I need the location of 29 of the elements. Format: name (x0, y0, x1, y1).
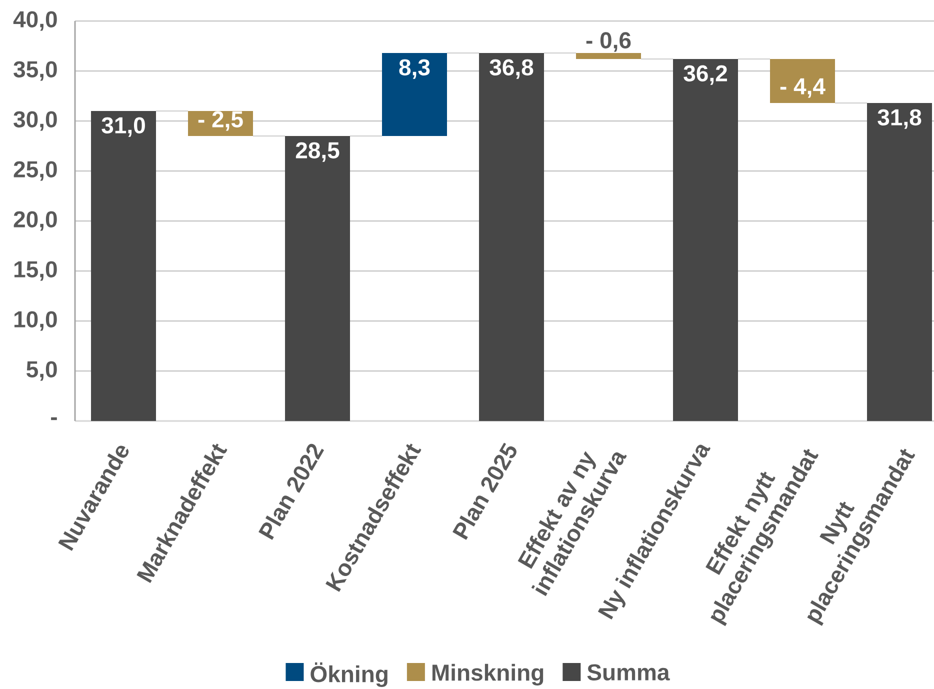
legend-label: Minskning (432, 664, 544, 686)
data-label: 31,0 (102, 117, 145, 137)
y-tick-label: 15,0 (14, 261, 57, 281)
legend-label: Ökning (310, 662, 388, 687)
y-tick-label: - (51, 417, 57, 420)
data-label: 8,3 (399, 59, 430, 79)
data-label: - 2,5 (198, 111, 243, 131)
legend-label: Summa (587, 664, 670, 681)
y-tick-label: 10,0 (14, 311, 57, 331)
data-label: 31,8 (878, 109, 922, 129)
y-tick-label: 5,0 (26, 361, 57, 381)
data-label: 36,2 (684, 65, 727, 85)
bar (479, 53, 544, 421)
y-tick-label: 20,0 (14, 211, 57, 231)
y-tick-label: 25,0 (14, 161, 57, 181)
data-label: 36,8 (490, 59, 534, 79)
bar (867, 102, 932, 421)
y-tick-label: 35,0 (14, 61, 57, 81)
data-label: 28,5 (296, 142, 340, 162)
bar (770, 58, 836, 103)
bar (285, 136, 350, 421)
bar (382, 53, 447, 136)
bar (576, 53, 642, 59)
bar (91, 111, 156, 421)
y-tick-label: 30,0 (14, 111, 57, 131)
y-tick-label: 40,0 (13, 11, 57, 31)
data-label: - 0,6 (586, 32, 631, 52)
data-label: - 4,4 (780, 78, 826, 98)
bar (673, 58, 738, 421)
